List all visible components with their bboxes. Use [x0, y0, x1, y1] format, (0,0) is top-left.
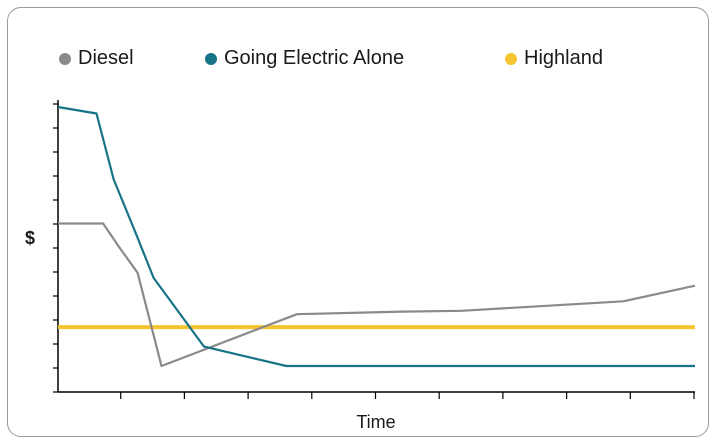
legend-marker-going-electric-alone: [205, 52, 217, 65]
legend-label-highland: Highland: [524, 47, 603, 69]
legend-item-diesel: Diesel: [59, 47, 134, 70]
series-line-going-electric-alone: [57, 105, 695, 368]
legend-marker-diesel: [59, 52, 71, 65]
legend-label-diesel: Diesel: [78, 47, 134, 69]
y-axis-label: $: [25, 228, 35, 248]
legend-item-going-electric-alone: Going Electric Alone: [205, 47, 404, 70]
axes: [53, 100, 695, 399]
legend-item-highland: Highland: [505, 47, 603, 70]
legend-marker-highland: [505, 52, 517, 65]
series-layer: [57, 105, 696, 368]
series-line-diesel: [58, 222, 696, 368]
x-axis-label: Time: [356, 412, 395, 432]
legend-label-going-electric-alone: Going Electric Alone: [224, 47, 405, 69]
